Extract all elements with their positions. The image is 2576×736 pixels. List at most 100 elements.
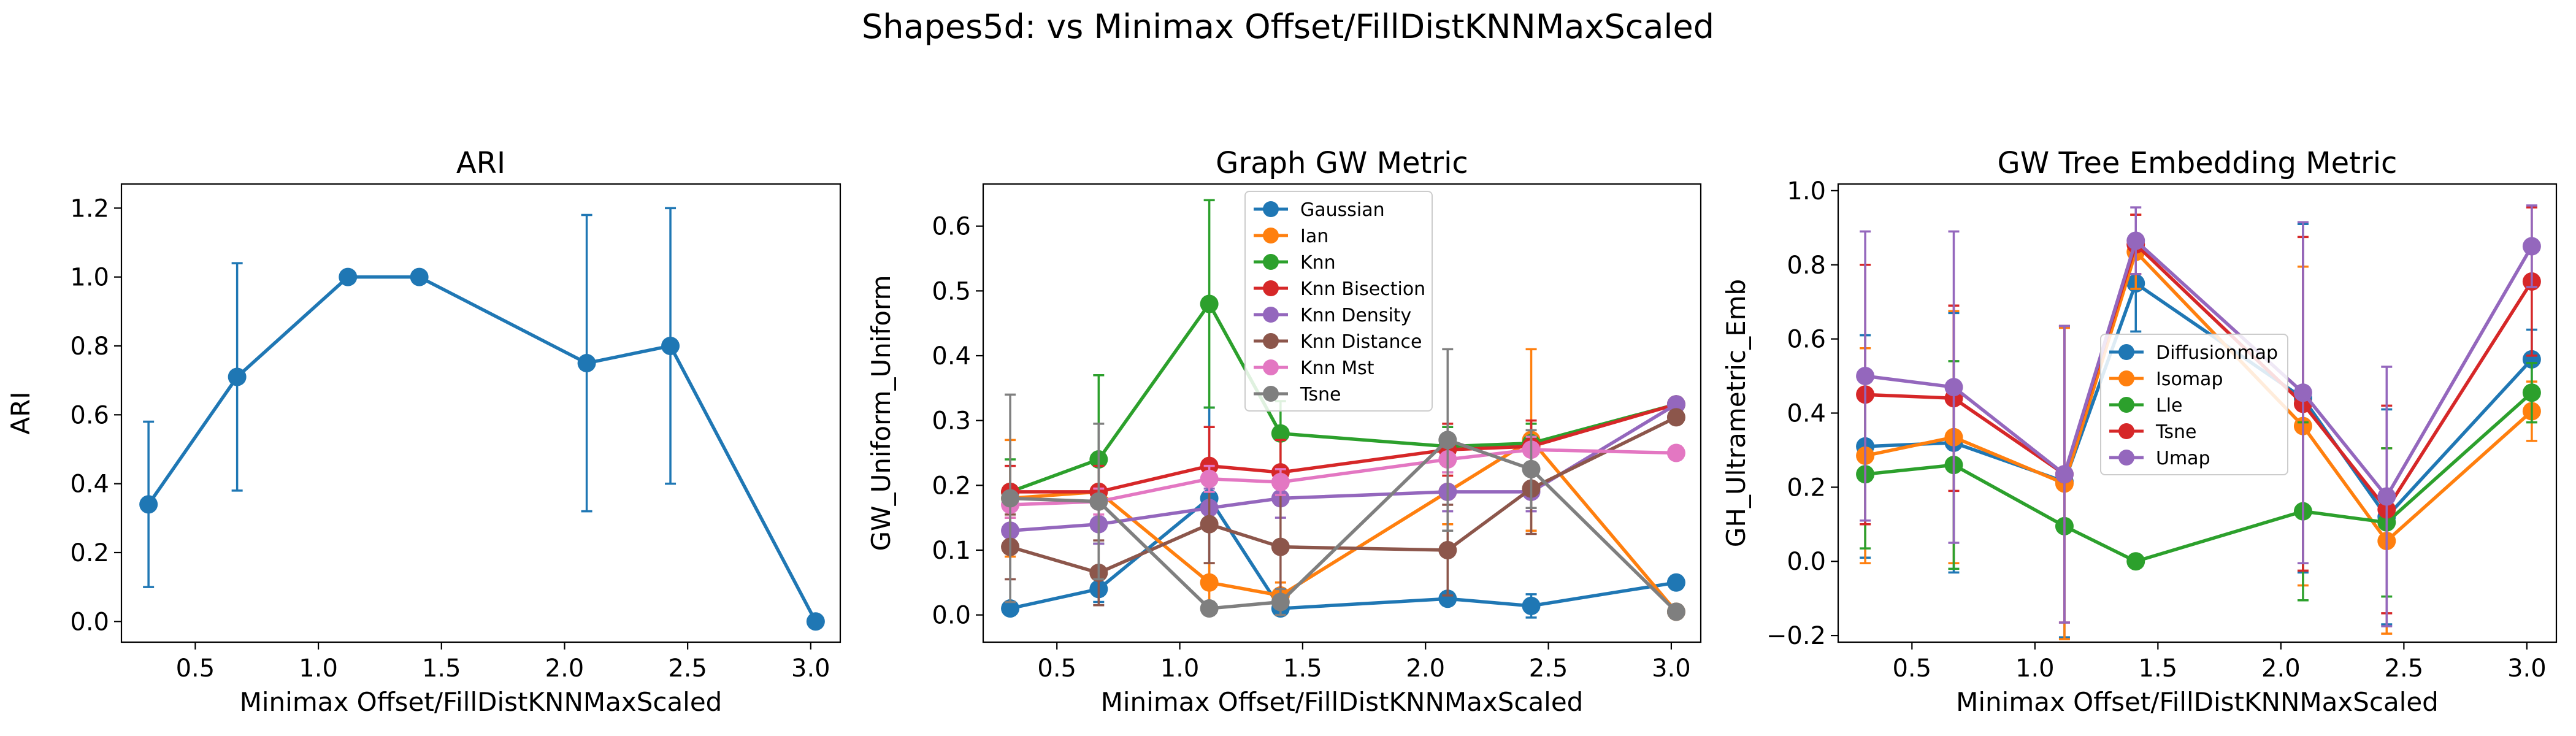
legend-marker [1263, 228, 1279, 243]
legend-entry: Gaussian [1254, 199, 1385, 221]
series-umap [1856, 204, 2541, 627]
legend-marker [1263, 359, 1279, 375]
legend-label: Knn Distance [1300, 331, 1422, 353]
y-tick-label: 0.3 [932, 407, 971, 435]
plot-area [1856, 204, 2541, 640]
data-point [410, 267, 429, 286]
plot-area [1001, 199, 1685, 621]
legend-label: Umap [2156, 448, 2210, 469]
data-point [1089, 492, 1108, 511]
y-tick-label: 0.6 [70, 401, 109, 429]
legend-marker [1263, 280, 1279, 296]
data-point [1666, 443, 1685, 462]
data-point [1856, 367, 1875, 386]
x-tick-label: 2.0 [545, 654, 585, 683]
data-point [2126, 552, 2145, 571]
legend-entry: Lle [2109, 395, 2183, 416]
data-point [1522, 459, 1541, 478]
x-tick-label: 1.0 [299, 654, 338, 683]
x-tick-label: 2.0 [1406, 654, 1445, 683]
chart-panel-3: GW Tree Embedding Metric 0.5 1.0 1.5 2.0 2.5 3… [1721, 146, 2558, 717]
legend-label: Knn [1300, 252, 1336, 274]
legend-entry: Tsne [1254, 384, 1341, 405]
data-point [2055, 465, 2074, 484]
data-point [339, 267, 358, 286]
legend: Gaussian Ian Knn Knn Bisection Knn Density Kn… [1244, 191, 1433, 412]
legend-marker [2118, 450, 2134, 466]
legend-marker [2118, 344, 2134, 360]
legend-marker [2118, 370, 2134, 386]
legend-marker [1263, 254, 1279, 270]
chart-panel-1: ARI 0.5 1.0 1.5 2.0 2.5 3.0 0.0 0.2 0.4 0.6 0.8 1.0 1… [6, 146, 841, 717]
legend-marker [2118, 423, 2134, 439]
data-point [1200, 469, 1219, 488]
legend-label: Knn Density [1300, 305, 1411, 326]
data-point [1522, 596, 1541, 615]
x-tick-label: 2.5 [1529, 654, 1568, 683]
legend-label: Knn Mst [1300, 358, 1374, 379]
y-tick-label: 0.0 [70, 608, 109, 636]
y-axis-label: ARI [6, 391, 36, 434]
x-tick-label: 3.0 [2507, 654, 2547, 683]
data-point [1271, 537, 1290, 556]
chart-panel-2: Graph GW Metric 0.5 1.0 1.5 2.0 2.5 3.0 0.0 0.1 0… [866, 146, 1702, 717]
x-axis-label: Minimax Offset/FillDistKNNMaxScaled [1956, 687, 2439, 717]
data-point [1666, 408, 1685, 427]
y-tick-label: 0.4 [932, 342, 971, 370]
y-axis-label: GW_Uniform_Uniform [866, 275, 896, 551]
legend-label: Lle [2156, 395, 2183, 416]
data-point [2377, 487, 2396, 506]
y-tick-label: 1.0 [70, 264, 109, 292]
chart-title: ARI [456, 146, 505, 180]
data-point [1200, 599, 1219, 618]
data-point [1944, 378, 1963, 397]
y-tick-label: 1.2 [70, 194, 109, 223]
legend-marker [1263, 333, 1279, 349]
legend-marker [1263, 307, 1279, 323]
data-point [577, 354, 596, 373]
x-tick-label: 0.5 [1037, 654, 1076, 683]
figure-suptitle: Shapes5d: vs Minimax Offset/FillDistKNNM… [862, 7, 1714, 46]
data-point [1666, 395, 1685, 414]
data-point [1271, 424, 1290, 443]
data-point [2293, 383, 2312, 402]
axes-frame [1837, 183, 2558, 643]
series-main [139, 207, 825, 631]
x-tick-label: 2.0 [2261, 654, 2301, 683]
y-tick-label: 0.6 [1787, 326, 1826, 354]
axes-frame [982, 183, 1702, 643]
x-tick-label: 1.0 [2015, 654, 2055, 683]
y-axis-label: GH_Ultrametric_Emb [1721, 279, 1751, 547]
y-tick-label: 0.2 [1787, 473, 1826, 502]
x-tick-label: 1.5 [422, 654, 461, 683]
x-tick-label: 3.0 [1652, 654, 1691, 683]
y-tick-label: 0.6 [932, 213, 971, 241]
data-point [2522, 383, 2541, 402]
legend-marker [1263, 201, 1279, 217]
y-tick-label: 0.4 [1787, 400, 1826, 428]
legend-marker [2118, 397, 2134, 413]
data-point [1001, 599, 1020, 618]
legend-label: Ian [1300, 226, 1328, 247]
legend-label: Gaussian [1300, 199, 1385, 221]
legend-entry: Knn Mst [1254, 358, 1374, 379]
axes-frame [120, 183, 841, 643]
data-point [1438, 431, 1457, 450]
legend: Diffusionmap Isomap Lle Tsne Umap [2100, 334, 2288, 475]
y-tick-label: −0.2 [1766, 622, 1826, 650]
data-point [2522, 237, 2541, 256]
legend-label: Diffusionmap [2156, 342, 2278, 364]
data-point [1666, 573, 1685, 592]
series-tsne [1001, 348, 1685, 621]
legend-entry: Diffusionmap [2109, 342, 2278, 364]
legend-marker [1263, 386, 1279, 402]
legend-label: Isomap [2156, 369, 2223, 390]
legend-entry: Tsne [2109, 421, 2196, 443]
legend-entry: Knn Bisection [1254, 278, 1425, 300]
y-tick-label: 0.8 [70, 332, 109, 361]
data-point [228, 367, 247, 386]
legend-label: Tsne [2155, 421, 2196, 443]
y-tick-label: 0.0 [1787, 548, 1826, 576]
data-point [1271, 473, 1290, 492]
